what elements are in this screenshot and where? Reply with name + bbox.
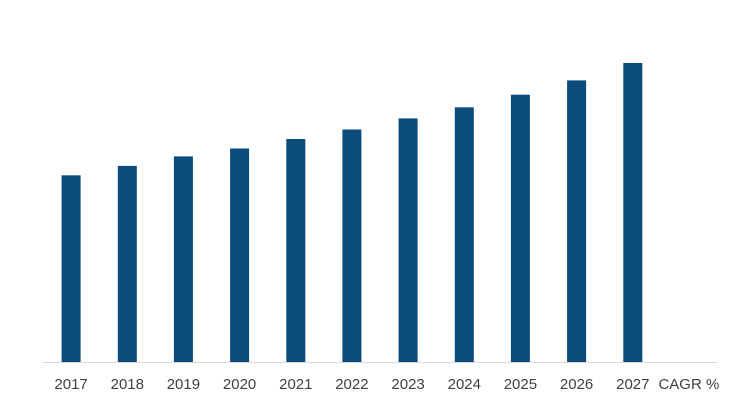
x-tick-label: CAGR % xyxy=(658,376,719,393)
x-tick-label: 2020 xyxy=(223,376,256,393)
x-tick-label: 2025 xyxy=(504,376,537,393)
bar-2018 xyxy=(117,165,137,362)
x-tick-label: 2024 xyxy=(448,376,481,393)
x-tick-label: 2022 xyxy=(335,376,368,393)
x-tick-label: 2026 xyxy=(560,376,593,393)
x-tick-label: 2019 xyxy=(167,376,200,393)
bar-2022 xyxy=(342,129,362,362)
bar-2025 xyxy=(510,94,530,362)
bar-2019 xyxy=(173,156,193,362)
x-tick-label: 2017 xyxy=(54,376,87,393)
bar-2020 xyxy=(230,148,250,362)
x-tick-label: 2027 xyxy=(616,376,649,393)
x-tick-labels: 2017 2018 2019 2020 2021 2022 2023 2024 2025 2026… xyxy=(54,376,719,393)
bar-2024 xyxy=(454,107,474,362)
bar-2021 xyxy=(286,139,306,362)
bar-2017 xyxy=(61,175,81,362)
bar-2026 xyxy=(567,80,587,363)
bar-2023 xyxy=(398,118,418,363)
bars-group xyxy=(61,63,643,363)
x-tick-label: 2023 xyxy=(391,376,424,393)
x-tick-label: 2018 xyxy=(111,376,144,393)
x-tick-label: 2021 xyxy=(279,376,312,393)
bar-2027 xyxy=(623,63,643,362)
